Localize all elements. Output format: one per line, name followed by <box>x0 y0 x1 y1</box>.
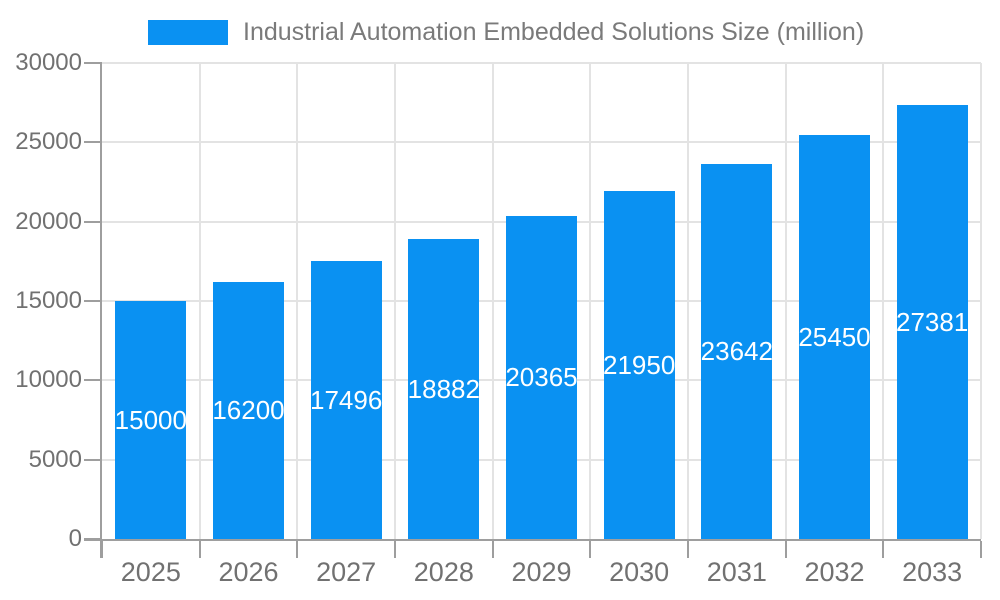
x-tick <box>198 541 201 558</box>
x-gridline <box>589 63 592 539</box>
bar[interactable] <box>603 190 675 539</box>
bar-value-label: 27381 <box>896 306 969 337</box>
x-gridline <box>687 63 689 539</box>
x-tick <box>980 541 982 558</box>
y-axis-label: 25000 <box>15 128 82 156</box>
x-tick <box>882 541 885 558</box>
x-tick <box>784 541 787 558</box>
x-axis-label: 2026 <box>218 557 279 587</box>
x-gridline <box>296 63 299 539</box>
legend-label: Industrial Automation Embedded Solutions… <box>243 18 865 46</box>
x-tick <box>687 541 689 558</box>
bar[interactable] <box>506 215 577 539</box>
legend-item[interactable]: Industrial Automation Embedded Solutions… <box>148 19 864 46</box>
y-tick <box>84 300 102 302</box>
x-axis-line <box>84 539 981 541</box>
x-tick <box>296 541 299 558</box>
x-axis-label: 2030 <box>609 557 670 587</box>
y-tick <box>84 141 102 144</box>
bar[interactable] <box>408 239 480 539</box>
bar[interactable] <box>701 163 773 539</box>
x-gridline <box>784 63 787 539</box>
x-axis-label: 2029 <box>511 557 572 587</box>
x-axis-label: 2025 <box>120 557 181 587</box>
bar-value-label: 21950 <box>603 349 676 380</box>
bar[interactable] <box>213 281 284 539</box>
x-gridline <box>980 63 982 539</box>
y-tick <box>84 379 102 382</box>
y-gridline <box>102 141 981 144</box>
y-axis-label: 20000 <box>15 207 82 235</box>
y-gridline <box>102 62 981 64</box>
legend-swatch <box>148 20 228 45</box>
x-gridline <box>491 63 494 539</box>
bar-value-label: 15000 <box>114 405 187 435</box>
y-axis-label: 0 <box>68 525 82 552</box>
y-tick <box>84 62 102 64</box>
x-tick <box>491 541 494 558</box>
bar[interactable] <box>310 261 382 539</box>
x-gridline <box>198 63 201 539</box>
x-axis-label: 2027 <box>316 557 377 587</box>
bar-value-label: 16200 <box>212 395 285 426</box>
y-tick <box>84 458 102 461</box>
x-axis-label: 2028 <box>413 557 474 587</box>
y-axis-label: 5000 <box>28 445 82 473</box>
x-axis-label: 2033 <box>902 557 963 587</box>
bar[interactable] <box>896 104 968 539</box>
x-axis-label: 2032 <box>804 557 865 587</box>
x-tick <box>101 541 103 558</box>
x-gridline <box>882 63 885 539</box>
y-axis-line <box>100 63 102 558</box>
bar[interactable] <box>799 135 870 539</box>
bar-value-label: 17496 <box>310 385 383 416</box>
bar-value-label: 18882 <box>407 374 480 405</box>
x-tick <box>394 541 396 558</box>
x-gridline <box>394 63 396 539</box>
x-tick <box>589 541 592 558</box>
y-tick <box>84 220 102 223</box>
bar-value-label: 25450 <box>798 322 871 353</box>
y-axis-label: 30000 <box>15 49 82 76</box>
y-axis-label: 15000 <box>15 287 82 314</box>
bar-value-label: 20365 <box>505 362 578 393</box>
bar[interactable] <box>115 301 187 539</box>
bar-value-label: 23642 <box>700 336 773 367</box>
y-axis-label: 10000 <box>15 366 82 394</box>
x-axis-label: 2031 <box>706 557 767 587</box>
